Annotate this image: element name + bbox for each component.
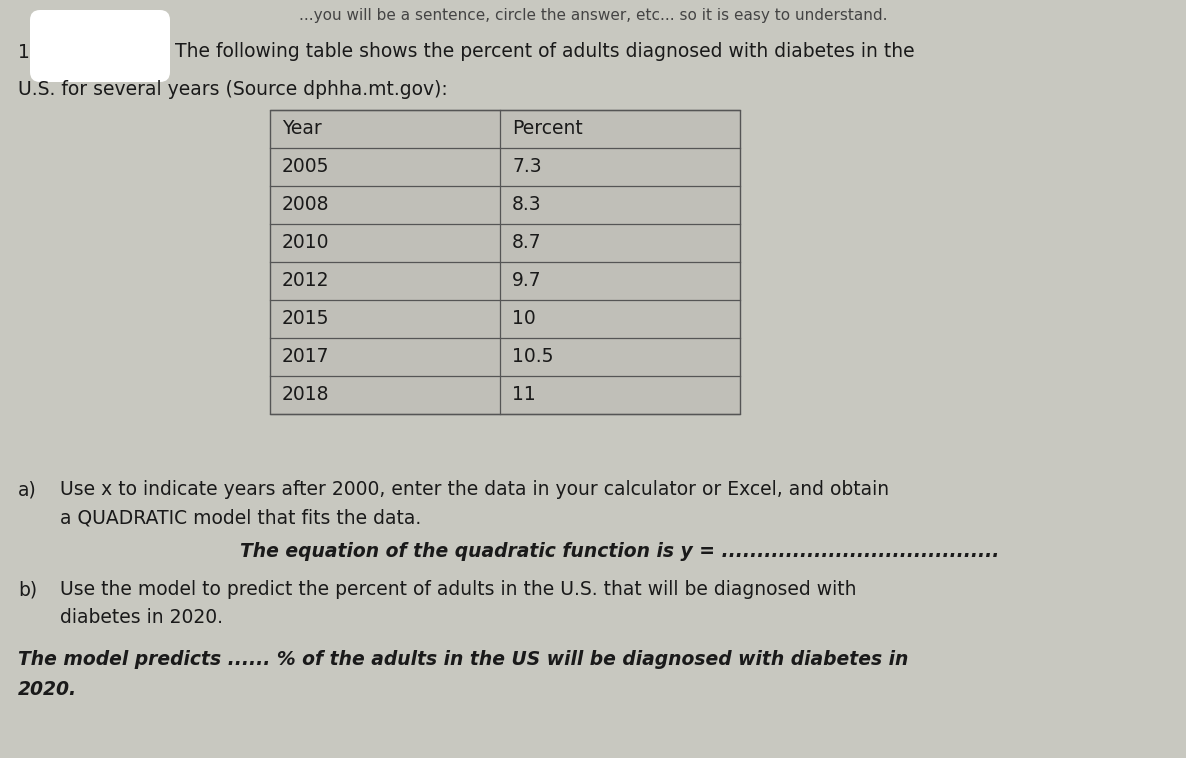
Text: 2005: 2005 (282, 158, 330, 177)
Text: U.S. for several years (Source dphha.mt.gov):: U.S. for several years (Source dphha.mt.… (18, 80, 448, 99)
Text: 2015: 2015 (282, 309, 330, 328)
Text: 9.7: 9.7 (512, 271, 542, 290)
Text: Percent: Percent (512, 120, 582, 139)
Text: 2017: 2017 (282, 347, 330, 367)
Text: ...you will be a sentence, circle the answer, etc... so it is easy to understand: ...you will be a sentence, circle the an… (299, 8, 887, 23)
Text: diabetes in 2020.: diabetes in 2020. (60, 608, 223, 627)
Text: 7.3: 7.3 (512, 158, 542, 177)
Text: 1): 1) (18, 42, 37, 61)
Text: 8.7: 8.7 (512, 233, 542, 252)
Text: Year: Year (282, 120, 321, 139)
Text: a QUADRATIC model that fits the data.: a QUADRATIC model that fits the data. (60, 508, 421, 527)
Text: 2008: 2008 (282, 196, 330, 215)
Text: 11: 11 (512, 386, 536, 405)
Text: 10: 10 (512, 309, 536, 328)
Text: The equation of the quadratic function is y = ..................................: The equation of the quadratic function i… (240, 542, 1000, 561)
Text: The model predicts ...... % of the adults in the US will be diagnosed with diabe: The model predicts ...... % of the adult… (18, 650, 908, 669)
Text: 2012: 2012 (282, 271, 330, 290)
FancyBboxPatch shape (270, 110, 740, 414)
Text: Use x to indicate years after 2000, enter the data in your calculator or Excel, : Use x to indicate years after 2000, ente… (60, 480, 889, 499)
Text: 8.3: 8.3 (512, 196, 542, 215)
Text: Use the model to predict the percent of adults in the U.S. that will be diagnose: Use the model to predict the percent of … (60, 580, 856, 599)
FancyBboxPatch shape (30, 10, 170, 82)
Text: 10.5: 10.5 (512, 347, 554, 367)
Text: The following table shows the percent of adults diagnosed with diabetes in the: The following table shows the percent of… (176, 42, 914, 61)
Text: b): b) (18, 580, 37, 599)
Text: 2020.: 2020. (18, 680, 77, 699)
Text: a): a) (18, 480, 37, 499)
Text: 2018: 2018 (282, 386, 330, 405)
Text: 2010: 2010 (282, 233, 330, 252)
